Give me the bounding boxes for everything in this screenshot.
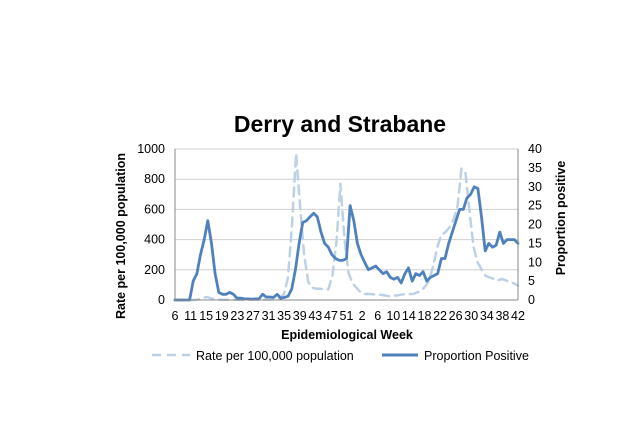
y2-tick-label: 5 xyxy=(528,274,535,288)
y2-tick-label: 20 xyxy=(528,218,542,232)
x-tick-label: 31 xyxy=(262,309,276,323)
proportion-series-line xyxy=(173,185,520,302)
x-tick-label: 27 xyxy=(246,309,260,323)
legend: Rate per 100,000 population Proportion Po… xyxy=(152,349,529,363)
rate-series-line xyxy=(173,152,520,302)
y-tick-label: 600 xyxy=(144,202,165,216)
x-axis-ticks: 6 11 15 19 23 27 31 35 39 43 47 51 2 6 10 14 18 22 26 30 34 3… xyxy=(172,309,525,323)
y-tick-label: 200 xyxy=(144,263,165,277)
x-axis-title: Epidemiological Week xyxy=(281,328,413,342)
gridlines xyxy=(175,148,518,301)
y2-tick-label: 15 xyxy=(528,236,542,250)
x-tick-label: 6 xyxy=(172,309,179,323)
y-tick-label: 0 xyxy=(158,293,165,307)
x-tick-label: 42 xyxy=(511,309,525,323)
x-tick-label: 23 xyxy=(230,309,244,323)
x-tick-label: 30 xyxy=(464,309,478,323)
y2-tick-label: 30 xyxy=(528,180,542,194)
y2-tick-label: 10 xyxy=(528,255,542,269)
y2-tick-label: 40 xyxy=(528,142,542,156)
chart-title: Derry and Strabane xyxy=(234,111,446,137)
y2-tick-label: 25 xyxy=(528,199,542,213)
x-tick-label: 6 xyxy=(374,309,381,323)
y-axis-title: Rate per 100,000 population xyxy=(114,153,128,319)
y2-tick-label: 0 xyxy=(528,293,535,307)
axes xyxy=(174,149,519,301)
x-tick-label: 18 xyxy=(418,309,432,323)
y-tick-label: 400 xyxy=(144,233,165,247)
x-tick-label: 34 xyxy=(480,309,494,323)
y2-axis-ticks: 0 5 10 15 20 25 30 35 40 xyxy=(528,142,542,307)
y2-tick-label: 35 xyxy=(528,161,542,175)
legend-label: Proportion Positive xyxy=(424,349,529,363)
y2-axis-title: Proportion positive xyxy=(554,161,568,276)
x-tick-label: 19 xyxy=(215,309,229,323)
x-tick-label: 43 xyxy=(308,309,322,323)
x-tick-label: 39 xyxy=(293,309,307,323)
x-tick-label: 2 xyxy=(359,309,366,323)
series-lines xyxy=(173,152,520,302)
x-tick-label: 35 xyxy=(277,309,291,323)
x-tick-label: 14 xyxy=(402,309,416,323)
x-tick-label: 22 xyxy=(433,309,447,323)
legend-label: Rate per 100,000 population xyxy=(196,349,354,363)
x-tick-label: 38 xyxy=(495,309,509,323)
y-tick-label: 1000 xyxy=(137,142,165,156)
x-tick-label: 15 xyxy=(199,309,213,323)
x-tick-label: 26 xyxy=(449,309,463,323)
x-tick-label: 11 xyxy=(184,309,197,323)
x-tick-label: 51 xyxy=(340,309,354,323)
x-tick-label: 47 xyxy=(324,309,338,323)
y-axis-ticks: 0 200 400 600 800 1000 xyxy=(137,142,165,307)
y-tick-label: 800 xyxy=(144,172,165,186)
x-tick-label: 10 xyxy=(386,309,400,323)
